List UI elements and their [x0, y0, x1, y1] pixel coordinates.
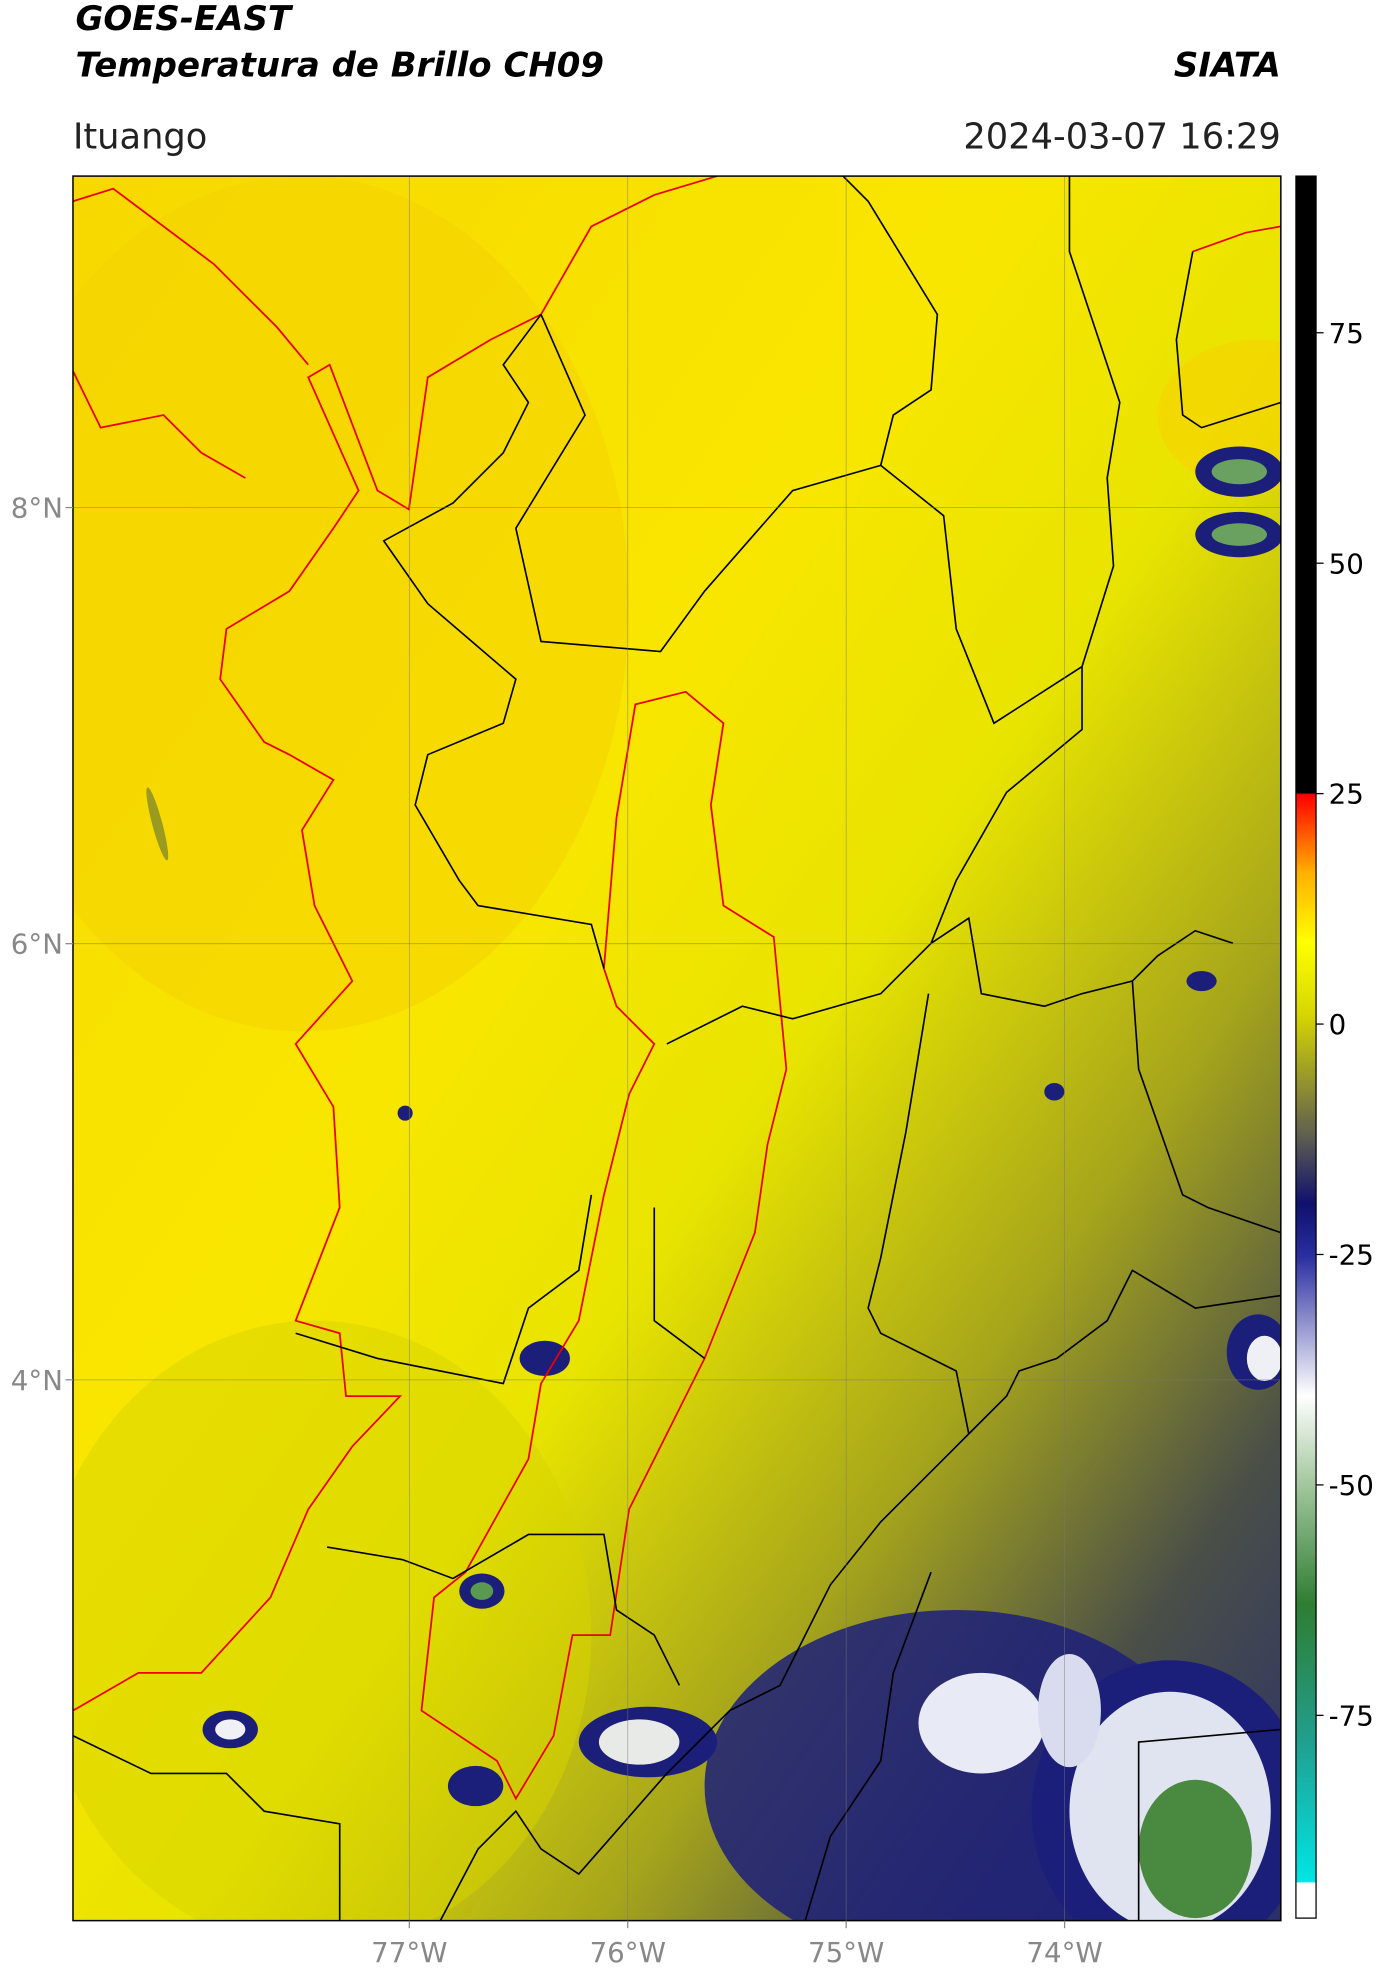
x-tick-label: 74°W [1026, 1936, 1102, 1969]
x-tick-label: 75°W [808, 1936, 884, 1969]
grid [72, 176, 1281, 1921]
y-tick-label: 4°N [11, 1364, 63, 1397]
map-image [72, 176, 1281, 1921]
colorbar-tick-label: -50 [1329, 1469, 1374, 1502]
colorbar-tick-label: 50 [1329, 547, 1364, 580]
title: GOES-EAST [75, 0, 293, 39]
colorbar-tick-label: -25 [1329, 1239, 1374, 1272]
colorbar-tick-label: 75 [1329, 317, 1364, 350]
colorbar-tick-label: -75 [1329, 1699, 1374, 1732]
x-tick-label: 77°W [371, 1936, 447, 1969]
source: SIATA [1174, 46, 1281, 86]
colorbar-tick-label: 0 [1329, 1008, 1347, 1041]
y-tick-label: 6°N [11, 928, 63, 961]
y-tick-label: 8°N [11, 492, 63, 525]
map-frame [72, 175, 1282, 1922]
location: Ituango [73, 116, 207, 157]
datetime: 2024-03-07 16:29 [963, 116, 1280, 157]
colorbar-tick-label: 25 [1329, 778, 1364, 811]
colorbar [1295, 175, 1317, 1919]
subtitle: Temperatura de Brillo CH09 [75, 46, 604, 86]
x-tick-label: 76°W [590, 1936, 666, 1969]
